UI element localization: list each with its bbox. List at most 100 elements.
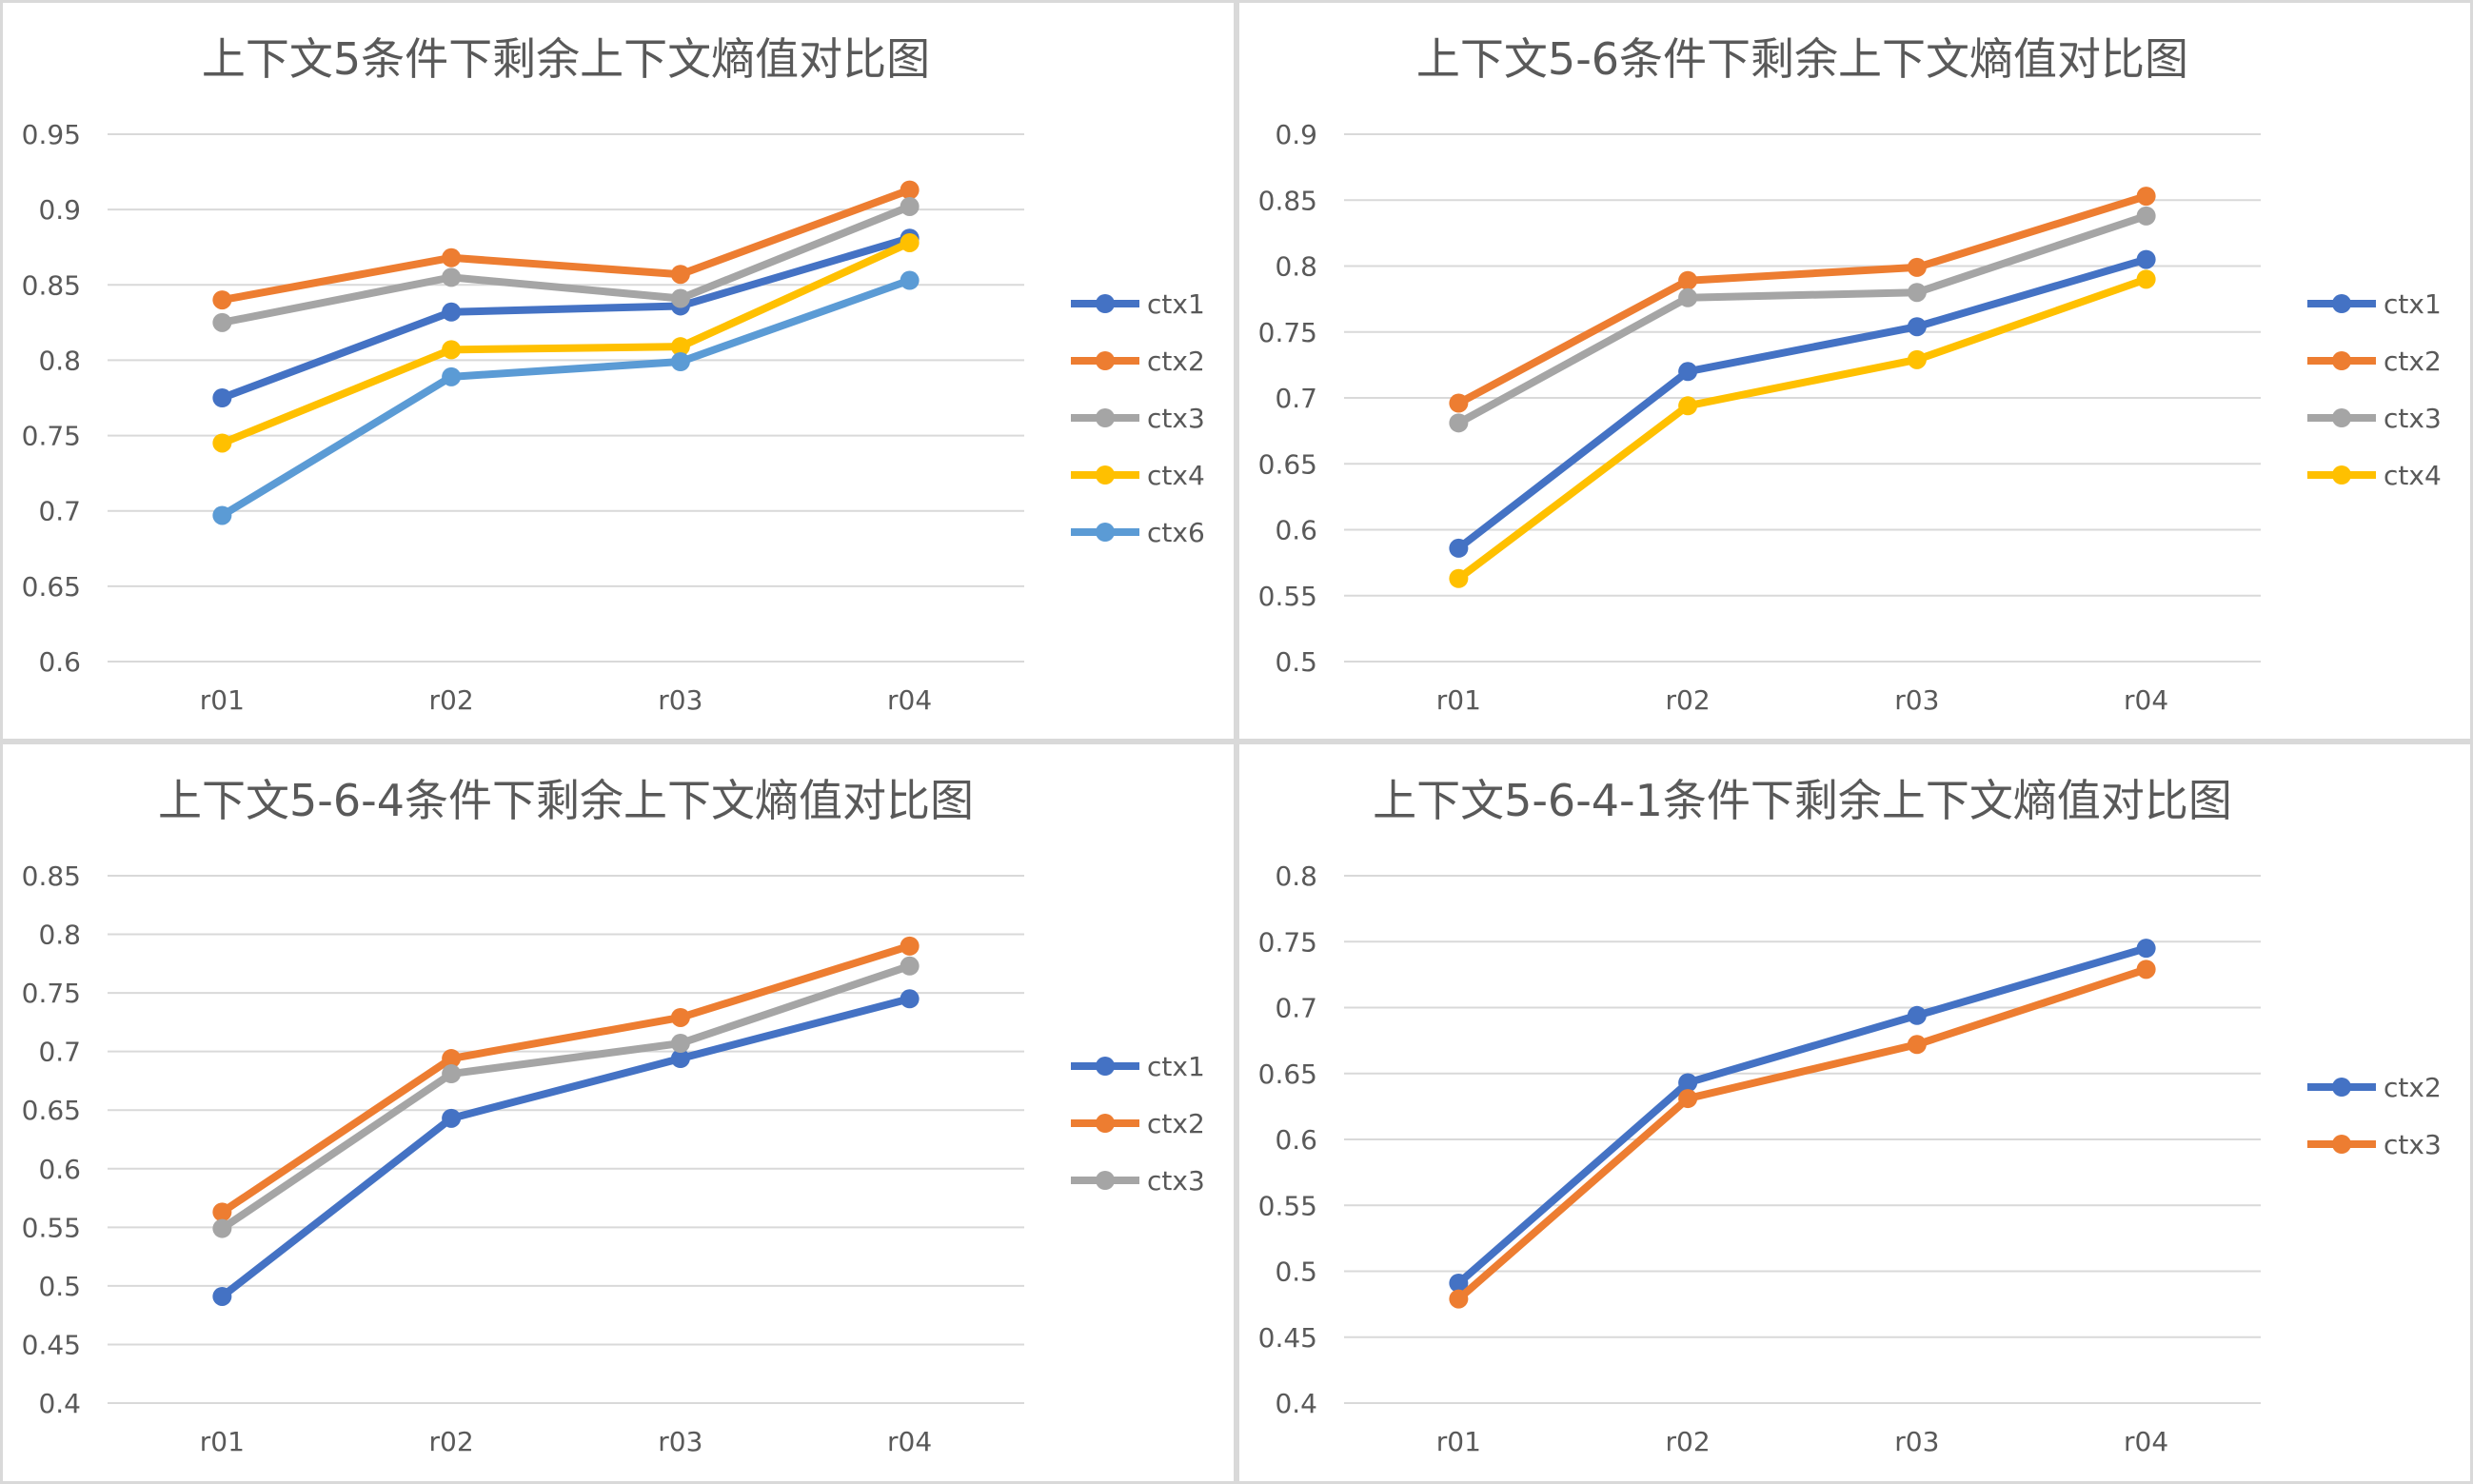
y-tick-label: 0.8 [38,345,81,376]
x-tick-label: r02 [429,684,474,716]
data-point-ctx3 [212,1218,232,1238]
legend-label: ctx1 [1147,288,1205,320]
x-tick-label: r01 [200,1426,245,1457]
y-tick-label: 0.85 [22,269,81,301]
series-line-ctx2 [1454,192,2150,407]
data-point-ctx1 [2136,249,2156,269]
data-point-ctx2 [670,1007,690,1027]
series-line-ctx6 [218,276,914,520]
y-tick-label: 0.45 [22,1329,81,1360]
data-point-ctx4 [442,340,462,360]
data-point-ctx3 [900,196,920,216]
data-point-ctx2 [212,290,232,310]
x-tick-label: r01 [200,684,245,716]
data-point-ctx3 [1907,283,1927,303]
legend-item-ctx3: ctx3 [1071,403,1205,434]
data-point-ctx6 [670,352,690,372]
legend-label: ctx2 [1147,1108,1205,1139]
legend-label: ctx1 [1147,1051,1205,1082]
line-chart: 上下文5-6-4条件下剩余上下文熵值对比图 0.4 0.45 0.5 0.55 0.6 0.… [22,775,1205,1457]
data-point-ctx2 [1678,1073,1698,1093]
legend-swatch-marker [1096,1057,1115,1076]
legend-swatch-marker [2332,294,2351,313]
legend-swatch-marker [1096,465,1115,485]
data-point-ctx2 [212,1202,232,1222]
data-point-ctx3 [442,267,462,287]
legend-item-ctx4: ctx4 [2307,460,2442,491]
chart-panel-4: 上下文5-6-4-1条件下剩余上下文熵值对比图 0.4 0.45 0.5 0.55 0.6… [1239,744,2470,1481]
x-tick-label: r01 [1436,1426,1481,1457]
line-chart: 上下文5-6-4-1条件下剩余上下文熵值对比图 0.4 0.45 0.5 0.55 0.6… [1258,775,2442,1457]
legend-item-ctx2: ctx2 [1071,1108,1205,1139]
data-point-ctx2 [900,180,920,200]
y-tick-label: 0.7 [38,496,81,527]
data-point-ctx4 [900,232,920,252]
y-tick-label: 0.55 [1258,1190,1317,1221]
legend-label: ctx2 [2384,1072,2442,1103]
data-point-ctx1 [212,1286,232,1306]
data-point-ctx2 [2136,939,2156,959]
line-chart: 上下文5条件下剩余上下文熵值对比图 0.6 0.65 0.7 0.75 0.8 0.85 0.… [22,33,1205,716]
y-tick-label: 0.65 [1258,448,1317,480]
data-point-ctx3 [1449,1289,1469,1309]
data-point-ctx3 [442,1064,462,1084]
legend-label: ctx2 [2384,346,2442,377]
series-line-ctx1 [218,995,914,1300]
legend-item-ctx3: ctx3 [2307,1129,2442,1160]
legend-swatch-marker [2332,408,2351,427]
series-line-ctx4 [1454,275,2150,583]
y-tick-label: 0.75 [1258,926,1317,958]
y-tick-label: 0.7 [38,1037,81,1068]
data-point-ctx2 [1678,270,1698,290]
y-tick-label: 0.6 [38,1154,81,1185]
x-tick-label: r03 [1894,684,1939,716]
data-point-ctx4 [212,433,232,453]
y-tick-label: 0.45 [1258,1322,1317,1354]
y-tick-label: 0.95 [22,119,81,150]
data-point-ctx2 [442,247,462,267]
y-tick-label: 0.65 [1258,1059,1317,1090]
chart-title: 上下文5条件下剩余上下文熵值对比图 [202,33,930,85]
data-point-ctx3 [900,956,920,976]
y-tick-label: 0.85 [22,861,81,892]
legend-item-ctx2: ctx2 [2307,1072,2442,1103]
chart-panel-3: 上下文5-6-4条件下剩余上下文熵值对比图 0.4 0.45 0.5 0.55 0.6 0.… [3,744,1234,1481]
x-tick-label: r02 [1666,1426,1711,1457]
legend-label: ctx1 [2384,288,2442,320]
x-tick-label: r04 [2124,1426,2168,1457]
data-point-ctx3 [212,312,232,332]
data-point-ctx1 [1907,317,1927,337]
legend-swatch-marker [2332,1135,2351,1154]
series-line-ctx3 [1454,965,2150,1303]
y-tick-label: 0.7 [1275,383,1317,414]
legend-swatch-marker [1096,1114,1115,1133]
chart-title: 上下文5-6条件下剩余上下文熵值对比图 [1416,33,2188,85]
data-point-ctx1 [1449,538,1469,558]
data-point-ctx3 [1678,287,1698,307]
y-tick-label: 0.6 [38,646,81,678]
data-point-ctx4 [1907,349,1927,369]
y-tick-label: 0.5 [38,1271,81,1302]
data-point-ctx2 [1449,1273,1469,1293]
legend-item-ctx1: ctx1 [1071,1051,1205,1082]
chart-panel-2: 上下文5-6条件下剩余上下文熵值对比图 0.5 0.55 0.6 0.65 0.7 0.75… [1239,3,2470,739]
legend-label: ctx6 [1147,517,1205,548]
legend-item-ctx4: ctx4 [1071,460,1205,491]
data-point-ctx2 [442,1049,462,1069]
x-tick-label: r03 [658,684,702,716]
data-point-ctx2 [1449,393,1469,413]
data-point-ctx3 [2136,206,2156,226]
data-point-ctx4 [2136,269,2156,289]
x-tick-label: r03 [658,1426,702,1457]
legend-item-ctx2: ctx2 [1071,346,1205,377]
y-tick-label: 0.5 [1275,1256,1317,1288]
y-tick-label: 0.7 [1275,993,1317,1024]
legend-label: ctx2 [1147,346,1205,377]
data-point-ctx3 [2136,960,2156,979]
series-line-ctx1 [218,234,914,402]
data-point-ctx3 [1907,1035,1927,1055]
legend-item-ctx1: ctx1 [2307,288,2442,320]
y-tick-label: 0.4 [38,1388,81,1419]
x-tick-label: r03 [1894,1426,1939,1457]
y-tick-label: 0.4 [1275,1388,1317,1419]
